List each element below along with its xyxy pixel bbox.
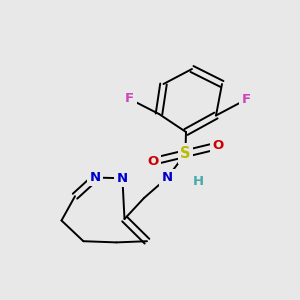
Text: H: H — [192, 175, 204, 188]
Text: N: N — [162, 171, 173, 184]
Text: F: F — [125, 92, 134, 106]
Text: F: F — [242, 93, 250, 106]
Text: O: O — [147, 155, 159, 168]
Text: S: S — [180, 146, 191, 161]
Text: N: N — [90, 171, 101, 184]
Text: O: O — [212, 139, 224, 152]
Text: N: N — [117, 172, 128, 185]
